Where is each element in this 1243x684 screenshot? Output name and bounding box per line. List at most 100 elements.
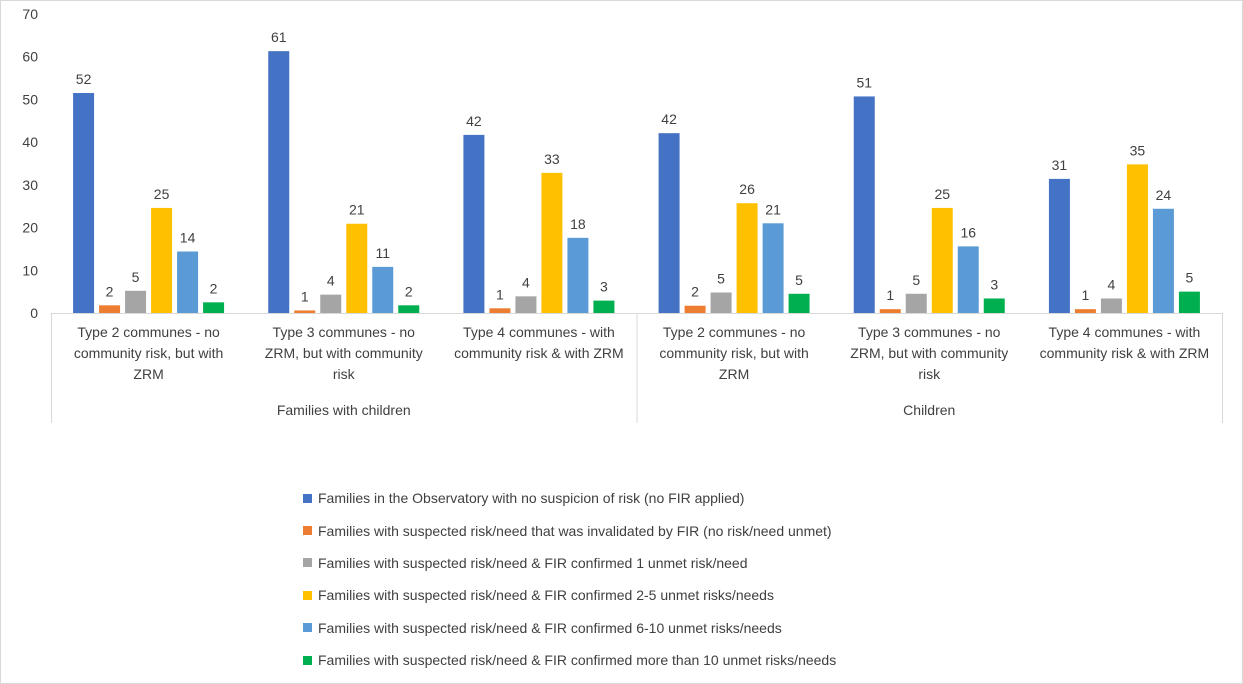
category-label: Type 4 communes - with xyxy=(1049,324,1201,340)
bar xyxy=(73,93,95,314)
bar xyxy=(125,290,147,313)
bar xyxy=(1126,164,1148,313)
y-tick-label: 50 xyxy=(22,91,38,107)
bar xyxy=(99,305,121,313)
category-label: community risk, but with xyxy=(659,345,808,361)
data-label: 21 xyxy=(349,202,365,218)
category-label: ZRM xyxy=(719,366,749,382)
legend-label: Families in the Observatory with no susp… xyxy=(318,490,745,507)
legend-swatch xyxy=(303,590,312,600)
y-tick-label: 60 xyxy=(22,49,38,65)
category-label: Type 4 communes - with xyxy=(463,324,615,340)
data-label: 24 xyxy=(1156,187,1172,203)
data-label: 5 xyxy=(132,269,140,285)
legend-label: Families with suspected risk/need & FIR … xyxy=(318,587,774,604)
legend-item: Families with suspected risk/need & FIR … xyxy=(303,644,836,676)
data-label: 1 xyxy=(301,288,309,304)
y-tick-label: 40 xyxy=(22,134,38,150)
legend-label: Families with suspected risk/need & FIR … xyxy=(318,554,748,571)
data-label: 1 xyxy=(1082,287,1090,303)
bar xyxy=(320,294,342,313)
data-label: 4 xyxy=(522,274,530,290)
bar xyxy=(983,298,1005,313)
data-label: 52 xyxy=(76,71,92,87)
category-label: community risk & with ZRM xyxy=(1040,345,1210,361)
bar xyxy=(1178,291,1200,313)
data-label: 4 xyxy=(1108,276,1116,292)
data-label: 1 xyxy=(496,286,504,302)
bar xyxy=(398,305,420,313)
y-tick-label: 30 xyxy=(22,177,38,193)
data-label: 5 xyxy=(795,272,803,288)
group-label: Children xyxy=(903,402,955,418)
category-label: ZRM, but with community xyxy=(850,345,1008,361)
data-label: 2 xyxy=(106,283,114,299)
y-tick-label: 70 xyxy=(22,6,38,22)
data-label: 35 xyxy=(1130,142,1146,158)
legend-label: Families with suspected risk/need & FIR … xyxy=(318,652,837,669)
category-label: risk xyxy=(918,366,941,382)
bar xyxy=(879,309,901,313)
bar xyxy=(567,237,589,313)
data-label: 14 xyxy=(180,229,196,245)
bar xyxy=(905,293,927,313)
bar xyxy=(151,207,173,313)
data-label: 21 xyxy=(765,201,781,217)
legend-item: Families with suspected risk/need & FIR … xyxy=(303,579,836,611)
data-label: 2 xyxy=(210,280,218,296)
data-label: 11 xyxy=(375,245,390,261)
data-label: 5 xyxy=(717,270,725,286)
bar xyxy=(515,296,537,313)
data-label: 5 xyxy=(1186,270,1194,286)
data-label: 4 xyxy=(327,273,335,289)
legend-item: Families with suspected risk/need that w… xyxy=(303,514,836,546)
bar xyxy=(1152,208,1174,313)
data-label: 51 xyxy=(856,74,872,90)
legend-label: Families with suspected risk/need & FIR … xyxy=(318,619,782,636)
x-axis: Type 2 communes - no community risk, but … xyxy=(51,313,1223,423)
data-label: 18 xyxy=(570,216,586,232)
bar xyxy=(541,172,563,313)
legend-swatch xyxy=(303,493,312,503)
data-label: 25 xyxy=(934,186,950,202)
bar xyxy=(1100,298,1122,313)
data-label: 5 xyxy=(912,272,920,288)
group-label: Families with children xyxy=(277,402,411,418)
bar xyxy=(346,223,368,313)
bar xyxy=(177,251,199,313)
data-label: 42 xyxy=(466,113,482,129)
category-label: community risk & with ZRM xyxy=(454,345,624,361)
data-label: 26 xyxy=(739,181,755,197)
category-label: Type 3 communes - no xyxy=(273,324,416,340)
bar xyxy=(372,266,394,313)
data-label: 25 xyxy=(154,186,170,202)
category-label: ZRM xyxy=(133,366,163,382)
category-label: Type 3 communes - no xyxy=(858,324,1001,340)
bar xyxy=(957,246,979,313)
bar xyxy=(736,203,758,313)
bar xyxy=(931,207,953,313)
category-label: risk xyxy=(333,366,356,382)
bar xyxy=(1074,309,1096,313)
legend-item: Families with suspected risk/need & FIR … xyxy=(303,547,836,579)
data-label: 61 xyxy=(271,29,287,45)
bar xyxy=(489,308,511,313)
data-label: 2 xyxy=(691,284,699,300)
data-label: 16 xyxy=(960,224,976,240)
data-label: 3 xyxy=(990,276,998,292)
data-label: 3 xyxy=(600,279,608,295)
legend: Families in the Observatory with no susp… xyxy=(303,482,836,676)
bar xyxy=(463,134,485,313)
data-label: 2 xyxy=(405,283,413,299)
bar xyxy=(658,133,680,313)
legend-label: Families with suspected risk/need that w… xyxy=(318,522,832,539)
bar xyxy=(684,305,706,313)
y-tick-label: 10 xyxy=(22,262,38,278)
legend-swatch xyxy=(303,623,312,633)
bar xyxy=(593,300,615,313)
data-label: 31 xyxy=(1052,157,1068,173)
bar xyxy=(853,96,875,313)
category-label: Type 2 communes - no xyxy=(77,324,220,340)
y-tick-label: 20 xyxy=(22,220,38,236)
